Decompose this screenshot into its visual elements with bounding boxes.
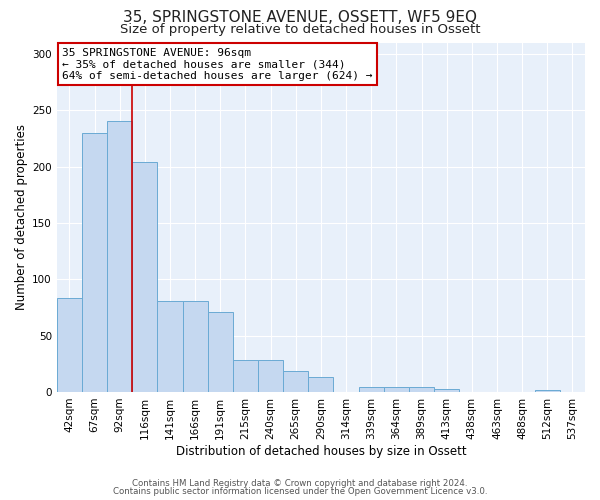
Text: 35, SPRINGSTONE AVENUE, OSSETT, WF5 9EQ: 35, SPRINGSTONE AVENUE, OSSETT, WF5 9EQ bbox=[123, 10, 477, 25]
Bar bbox=[233, 360, 258, 392]
Bar bbox=[157, 300, 182, 392]
Text: Contains public sector information licensed under the Open Government Licence v3: Contains public sector information licen… bbox=[113, 487, 487, 496]
Bar bbox=[384, 388, 409, 392]
Text: Size of property relative to detached houses in Ossett: Size of property relative to detached ho… bbox=[120, 22, 480, 36]
Bar bbox=[132, 162, 157, 392]
Bar bbox=[82, 132, 107, 392]
Bar bbox=[208, 312, 233, 392]
Bar bbox=[409, 388, 434, 392]
Bar bbox=[258, 360, 283, 392]
Text: 35 SPRINGSTONE AVENUE: 96sqm
← 35% of detached houses are smaller (344)
64% of s: 35 SPRINGSTONE AVENUE: 96sqm ← 35% of de… bbox=[62, 48, 373, 81]
Bar bbox=[283, 370, 308, 392]
Bar bbox=[308, 378, 334, 392]
Bar bbox=[434, 388, 459, 392]
Y-axis label: Number of detached properties: Number of detached properties bbox=[15, 124, 28, 310]
Text: Contains HM Land Registry data © Crown copyright and database right 2024.: Contains HM Land Registry data © Crown c… bbox=[132, 478, 468, 488]
Bar bbox=[57, 298, 82, 392]
Bar bbox=[535, 390, 560, 392]
Bar bbox=[182, 300, 208, 392]
X-axis label: Distribution of detached houses by size in Ossett: Distribution of detached houses by size … bbox=[176, 444, 466, 458]
Bar bbox=[359, 388, 384, 392]
Bar bbox=[107, 122, 132, 392]
